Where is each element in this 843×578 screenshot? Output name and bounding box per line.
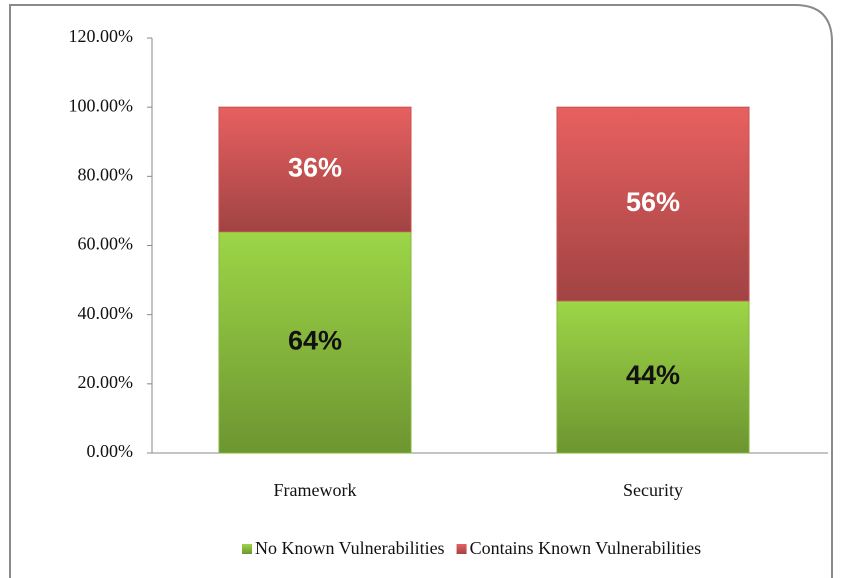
- x-tick-label: Security: [623, 480, 683, 500]
- y-tick-label: 120.00%: [69, 26, 134, 46]
- y-tick-label: 100.00%: [69, 95, 134, 115]
- bar-segment: [556, 106, 750, 302]
- legend-swatch: [242, 544, 252, 554]
- y-tick-label: 40.00%: [78, 303, 134, 323]
- legend-swatch: [456, 544, 467, 554]
- data-label: 44%: [626, 360, 680, 390]
- data-label: 56%: [626, 187, 680, 217]
- x-tick-label: Framework: [274, 480, 357, 500]
- bar-segment: [218, 106, 412, 233]
- y-tick-label: 0.00%: [87, 441, 134, 461]
- y-tick-label: 80.00%: [78, 164, 134, 184]
- y-tick-label: 20.00%: [78, 372, 134, 392]
- y-tick-label: 60.00%: [78, 234, 134, 254]
- data-label: 64%: [288, 325, 342, 355]
- legend-label: No Known Vulnerabilities: [255, 538, 445, 558]
- chart-frame: [9, 4, 833, 578]
- data-label: 36%: [288, 153, 342, 183]
- legend-label: Contains Known Vulnerabilities: [470, 538, 702, 558]
- bar-segment: [556, 300, 750, 454]
